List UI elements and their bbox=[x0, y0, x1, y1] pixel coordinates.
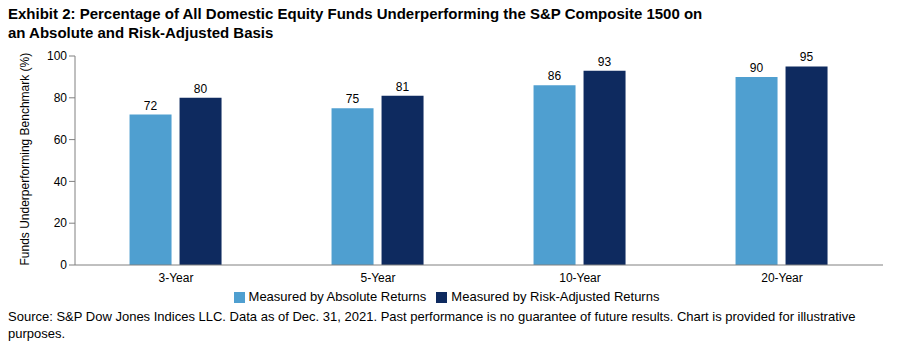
svg-text:86: 86 bbox=[548, 69, 562, 83]
html-text:Measured by Absolute Returns: Measured by Absolute Returns bbox=[248, 289, 427, 304]
html-text:Exhibit 2: Percentage of All D: Exhibit 2: Percentage of All Domestic Eq… bbox=[8, 5, 703, 41]
svg-text:90: 90 bbox=[750, 61, 764, 75]
svg-text:80: 80 bbox=[54, 91, 68, 105]
svg-text:5-Year: 5-Year bbox=[361, 271, 396, 285]
svg-text:81: 81 bbox=[396, 80, 410, 94]
svg-text:40: 40 bbox=[54, 175, 68, 189]
html-text:Source: S&P Dow Jones Indices: Source: S&P Dow Jones Indices LLC. Data … bbox=[8, 309, 856, 341]
svg-text:0: 0 bbox=[60, 258, 67, 272]
svg-text:Funds Underperforming Benchmar: Funds Underperforming Benchmark (%) bbox=[18, 53, 32, 266]
svg-text:60: 60 bbox=[54, 133, 68, 147]
svg-text:72: 72 bbox=[144, 99, 158, 113]
html-text:Measured by Risk-Adjusted Retu: Measured by Risk-Adjusted Returns bbox=[451, 289, 660, 304]
svg-text:80: 80 bbox=[194, 82, 208, 96]
svg-text:20: 20 bbox=[54, 216, 68, 230]
svg-text:3-Year: 3-Year bbox=[159, 271, 194, 285]
svg-text:20-Year: 20-Year bbox=[761, 271, 803, 285]
svg-text:10-Year: 10-Year bbox=[559, 271, 601, 285]
svg-text:93: 93 bbox=[598, 55, 612, 69]
svg-text:75: 75 bbox=[346, 92, 360, 106]
svg-text:100: 100 bbox=[47, 49, 67, 63]
svg-text:95: 95 bbox=[800, 50, 814, 64]
